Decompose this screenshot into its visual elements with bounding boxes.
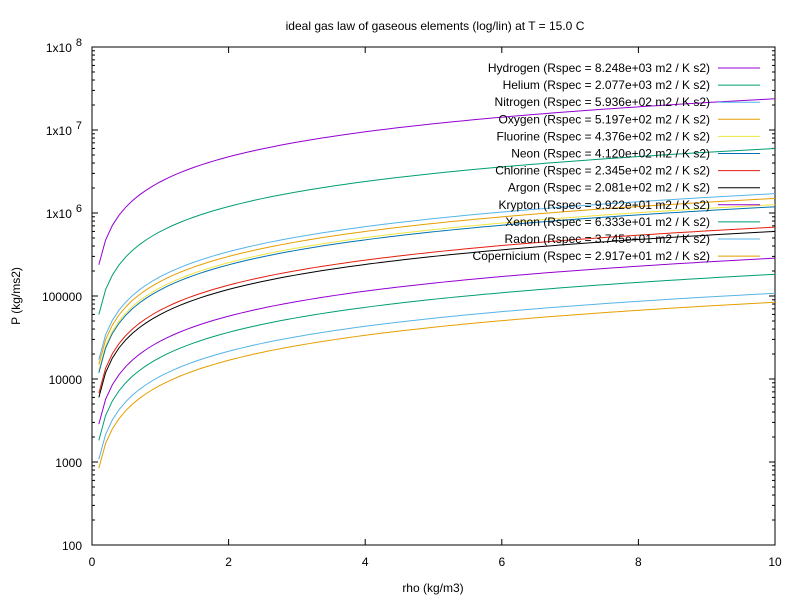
legend-label: Chlorine (Rspec = 2.345e+02 m2 / K s2) [495, 164, 710, 178]
legend-label: Nitrogen (Rspec = 5.936e+02 m2 / K s2) [495, 95, 710, 109]
x-tick-label: 4 [362, 555, 369, 569]
legend-label: Radon (Rspec = 3.745e+01 m2 / K s2) [505, 232, 710, 246]
y-tick-label: 1000 [55, 456, 82, 470]
series-line [98, 226, 776, 394]
y-tick-label: 1x10 8 [46, 37, 82, 55]
series-line [98, 301, 776, 469]
legend-label: Krypton (Rspec = 9.922e+01 m2 / K s2) [499, 198, 710, 212]
series-line [98, 98, 776, 265]
legend-label: Argon (Rspec = 2.081e+02 m2 / K s2) [508, 181, 710, 195]
chart-title: ideal gas law of gaseous elements (log/l… [286, 19, 585, 33]
legend-label: Xenon (Rspec = 6.333e+01 m2 / K s2) [505, 215, 710, 229]
y-axis-ticks: 100 1000 10000 100000 1x10 6 1x10 7 1x10 8 [42, 37, 775, 553]
y-tick-base: 1x10 [46, 41, 72, 55]
y-tick-label: 10000 [49, 373, 83, 387]
y-tick-exponent: 8 [76, 37, 82, 49]
y-tick-exponent: 7 [76, 120, 82, 132]
x-tick-label: 6 [498, 555, 505, 569]
legend-label: Neon (Rspec = 4.120e+02 m2 / K s2) [511, 147, 710, 161]
y-axis-label: P (kg/ms2) [9, 267, 23, 325]
y-tick-base: 10000 [49, 373, 83, 387]
x-tick-label: 0 [89, 555, 96, 569]
x-tick-label: 8 [635, 555, 642, 569]
y-tick-label: 100000 [42, 290, 82, 304]
series-line [98, 206, 776, 373]
x-tick-label: 2 [225, 555, 232, 569]
series-line [98, 204, 776, 371]
y-tick-base: 1x10 [46, 207, 72, 221]
x-axis-ticks: 0 2 4 6 8 10 [89, 47, 782, 569]
series-lines [98, 98, 776, 469]
series-line [98, 257, 776, 425]
legend: Hydrogen (Rspec = 8.248e+03 m2 / K s2) He… [473, 61, 760, 263]
y-tick-base: 1000 [55, 456, 82, 470]
y-tick-base: 100000 [42, 290, 82, 304]
x-axis-label: rho (kg/m3) [402, 581, 463, 595]
y-tick-label: 100 [62, 539, 82, 553]
legend-label: Helium (Rspec = 2.077e+03 m2 / K s2) [503, 78, 710, 92]
series-line [98, 292, 776, 460]
y-tick-base: 1x10 [46, 124, 72, 138]
y-tick-label: 1x10 6 [46, 203, 82, 221]
y-tick-exponent: 6 [76, 203, 82, 215]
legend-label: Hydrogen (Rspec = 8.248e+03 m2 / K s2) [488, 61, 710, 75]
legend-label: Fluorine (Rspec = 4.376e+02 m2 / K s2) [497, 129, 710, 143]
series-line [98, 148, 776, 315]
series-line [98, 230, 776, 398]
x-tick-label: 10 [768, 555, 782, 569]
series-line [98, 197, 776, 365]
series-line [98, 273, 776, 441]
legend-label: Copernicium (Rspec = 2.917e+01 m2 / K s2… [473, 249, 710, 263]
series-line [98, 193, 776, 360]
y-tick-label: 1x10 7 [46, 120, 82, 138]
legend-label: Oxygen (Rspec = 5.197e+02 m2 / K s2) [499, 112, 710, 126]
y-tick-base: 100 [62, 539, 82, 553]
